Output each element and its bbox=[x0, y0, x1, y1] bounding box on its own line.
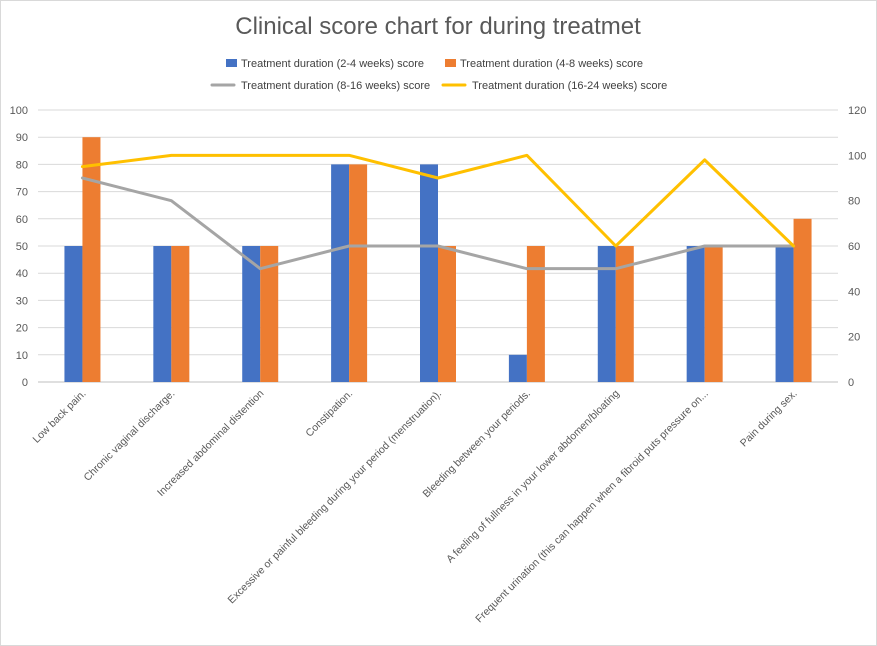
chart-title: Clinical score chart for during treatmet bbox=[235, 13, 641, 40]
legend-swatch bbox=[445, 59, 456, 67]
bar bbox=[153, 246, 172, 382]
left-tick-label: 70 bbox=[16, 187, 28, 199]
category-label: Low back pain. bbox=[31, 388, 89, 446]
legend: Treatment duration (2-4 weeks) score Trea… bbox=[210, 58, 667, 92]
bar bbox=[775, 246, 794, 382]
legend-label: Treatment duration (16-24 weeks) score bbox=[472, 80, 667, 92]
right-tick-label: 80 bbox=[848, 196, 860, 208]
left-axis-ticks: 0 10 20 30 40 50 60 70 80 90 100 bbox=[10, 105, 28, 389]
bar bbox=[508, 354, 527, 382]
left-tick-label: 60 bbox=[16, 214, 28, 226]
category-label: Constipation. bbox=[303, 388, 355, 440]
right-tick-label: 120 bbox=[848, 105, 866, 117]
category-labels: Low back pain.Chronic vaginal discharge.… bbox=[31, 388, 800, 626]
bar bbox=[615, 246, 634, 382]
legend-swatch bbox=[226, 59, 237, 67]
bar bbox=[171, 246, 190, 382]
bar bbox=[349, 164, 368, 382]
bar bbox=[64, 246, 83, 382]
right-tick-label: 0 bbox=[848, 377, 854, 389]
right-tick-label: 40 bbox=[848, 286, 860, 298]
series-line bbox=[80, 153, 796, 248]
bar bbox=[82, 137, 101, 382]
bar bbox=[793, 218, 812, 382]
lines bbox=[80, 153, 796, 271]
series-line bbox=[80, 176, 796, 271]
left-tick-label: 40 bbox=[16, 268, 28, 280]
bars bbox=[64, 137, 812, 382]
category-label: Pain during sex. bbox=[738, 388, 800, 450]
left-tick-label: 50 bbox=[16, 241, 28, 253]
left-tick-label: 80 bbox=[16, 159, 28, 171]
bar bbox=[597, 246, 616, 382]
left-tick-label: 90 bbox=[16, 132, 28, 144]
bar bbox=[438, 246, 456, 382]
category-label: Bleeding between your periods. bbox=[421, 388, 534, 501]
right-tick-label: 100 bbox=[848, 150, 866, 162]
bar bbox=[526, 246, 545, 382]
bar bbox=[420, 164, 438, 382]
category-label: Excessive or painful bleeding during you… bbox=[226, 388, 445, 607]
category-label: A feeling of fullness in your lower abdo… bbox=[444, 388, 622, 566]
left-tick-label: 30 bbox=[16, 295, 28, 307]
left-tick-label: 0 bbox=[22, 377, 28, 389]
legend-label: Treatment duration (2-4 weeks) score bbox=[241, 58, 424, 70]
right-tick-label: 60 bbox=[848, 241, 860, 253]
category-label: Increased abdominal distention bbox=[155, 388, 266, 499]
category-label: Chronic vaginal discharge. bbox=[81, 388, 177, 484]
right-tick-label: 20 bbox=[848, 332, 860, 344]
bar bbox=[260, 246, 279, 382]
bar bbox=[704, 246, 723, 382]
legend-label: Treatment duration (4-8 weeks) score bbox=[460, 58, 643, 70]
bar bbox=[686, 246, 705, 382]
bar bbox=[331, 164, 350, 382]
right-axis-ticks: 0 20 40 60 80 100 120 bbox=[848, 105, 866, 389]
legend-label: Treatment duration (8-16 weeks) score bbox=[241, 80, 430, 92]
left-tick-label: 100 bbox=[10, 105, 28, 117]
left-tick-label: 20 bbox=[16, 323, 28, 335]
left-tick-label: 10 bbox=[16, 350, 28, 362]
bar bbox=[242, 246, 261, 382]
